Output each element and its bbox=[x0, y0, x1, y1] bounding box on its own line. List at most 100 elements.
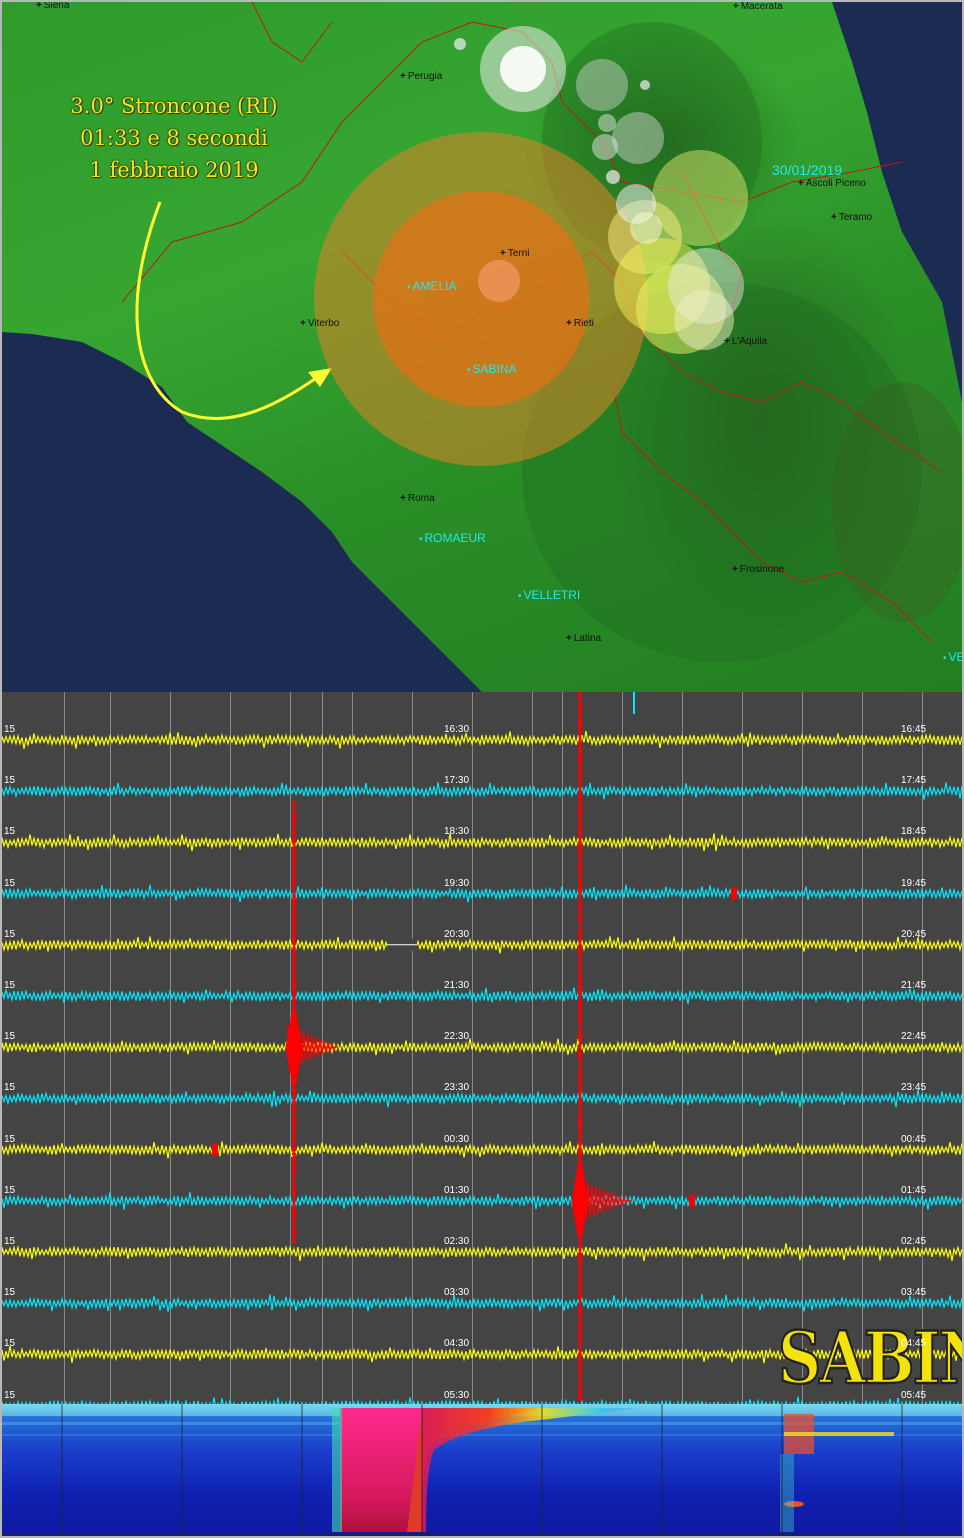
row-label-left: 15 bbox=[4, 928, 16, 940]
row-label-left: 15 bbox=[4, 826, 16, 838]
row-time-label: 00:30 bbox=[444, 1133, 470, 1145]
row-label-left: 15 bbox=[4, 775, 16, 787]
row-label-left: 15 bbox=[4, 1236, 16, 1247]
row-time-label: 04:30 bbox=[444, 1338, 470, 1350]
trace-line bbox=[2, 884, 962, 903]
event-circle[interactable] bbox=[576, 59, 628, 111]
event-circle[interactable] bbox=[592, 134, 618, 160]
town-label: Frosinone bbox=[732, 564, 784, 575]
town-label: Rieti bbox=[566, 318, 594, 329]
event-mark bbox=[731, 887, 737, 900]
row-time-label: 19:30 bbox=[444, 877, 470, 889]
station-velletri[interactable]: VELLETRI bbox=[518, 588, 581, 602]
trace-line bbox=[2, 1243, 962, 1262]
date-label: 30/01/2019 bbox=[772, 162, 843, 178]
town-label: Ascoli Piceno bbox=[798, 178, 866, 189]
row-time-label-right: 19:45 bbox=[901, 877, 927, 889]
trace-line bbox=[2, 1038, 962, 1056]
row-time-label-right: 21:45 bbox=[901, 980, 927, 991]
station-ve[interactable]: VE bbox=[943, 650, 962, 664]
event-coda bbox=[287, 1025, 339, 1069]
trace-line bbox=[2, 1396, 962, 1404]
row-time-label: 02:30 bbox=[444, 1236, 470, 1247]
trace-line bbox=[2, 987, 962, 1005]
row-time-label-right: 22:45 bbox=[901, 1031, 927, 1043]
row-label-left: 15 bbox=[4, 1031, 16, 1043]
row-label-left: 15 bbox=[4, 724, 16, 735]
row-label-left: 15 bbox=[4, 1184, 16, 1196]
event-annotation: 3.0° Stroncone (RI) 01:33 e 8 secondi 1 … bbox=[54, 90, 294, 186]
event-epicenter-circle[interactable] bbox=[478, 260, 520, 302]
event-circle[interactable] bbox=[612, 112, 664, 164]
event-circle[interactable] bbox=[598, 114, 616, 132]
event-circle[interactable] bbox=[640, 80, 650, 90]
town-label: Viterbo bbox=[300, 318, 340, 329]
row-label-left: 15 bbox=[4, 877, 16, 889]
town-label: Latina bbox=[566, 633, 601, 644]
town-label: Teramo bbox=[831, 212, 872, 223]
seismogram-traces bbox=[2, 692, 962, 1404]
event-circle[interactable] bbox=[500, 46, 546, 92]
row-label-left: 15 bbox=[4, 1082, 16, 1094]
grid-line bbox=[170, 692, 171, 1404]
row-time-label-right: 20:45 bbox=[901, 928, 927, 940]
row-time-label: 16:30 bbox=[444, 724, 470, 735]
row-time-label-right: 23:45 bbox=[901, 1082, 927, 1094]
row-label-left: 15 bbox=[4, 1287, 16, 1299]
grid-line bbox=[110, 692, 111, 1404]
row-time-label-right: 17:45 bbox=[901, 775, 927, 787]
annotation-magnitude-place: 3.0° Stroncone (RI) bbox=[70, 94, 278, 118]
annotation-time: 01:33 e 8 secondi bbox=[80, 126, 268, 150]
row-time-label: 05:30 bbox=[444, 1389, 470, 1401]
town-label: Perugia bbox=[400, 71, 442, 82]
annotation-date: 1 febbraio 2019 bbox=[89, 158, 259, 182]
row-time-label: 21:30 bbox=[444, 980, 470, 991]
event-trace bbox=[571, 692, 589, 1401]
row-time-label-right: 03:45 bbox=[901, 1287, 927, 1299]
row-label-left: 15 bbox=[4, 980, 16, 991]
spectrogram-image bbox=[2, 1404, 962, 1536]
row-time-label-right: 02:45 bbox=[901, 1236, 927, 1247]
station-sabina[interactable]: SABINA bbox=[467, 362, 517, 376]
row-label-left: 15 bbox=[4, 1338, 16, 1350]
trace-line bbox=[2, 833, 962, 852]
station-logo: SABINA bbox=[777, 1316, 962, 1402]
event-mark bbox=[689, 1194, 695, 1207]
event-circle[interactable] bbox=[630, 212, 662, 244]
station-romaeur[interactable]: ROMAEUR bbox=[419, 531, 486, 545]
town-label: Roma bbox=[400, 493, 435, 504]
row-time-label: 22:30 bbox=[444, 1031, 470, 1043]
row-time-label-right: 04:45 bbox=[901, 1338, 927, 1350]
row-time-label-right: 16:45 bbox=[901, 724, 927, 735]
trace-line bbox=[2, 782, 962, 800]
row-time-label: 01:30 bbox=[444, 1184, 470, 1196]
town-label: Macerata bbox=[733, 2, 783, 12]
grid-line bbox=[922, 692, 923, 1404]
trace-line bbox=[2, 1345, 962, 1364]
event-mark bbox=[212, 1143, 218, 1156]
row-time-label-right: 01:45 bbox=[901, 1184, 927, 1196]
town-label: Terni bbox=[500, 248, 530, 259]
trace-line bbox=[2, 936, 962, 954]
event-circle[interactable] bbox=[454, 38, 466, 50]
row-time-label: 18:30 bbox=[444, 826, 470, 838]
trace-line bbox=[2, 1192, 962, 1210]
grid-line bbox=[562, 692, 563, 1404]
town-label: L'Aquila bbox=[724, 336, 767, 347]
row-time-label-right: 18:45 bbox=[901, 826, 927, 838]
grid-line bbox=[622, 692, 623, 1404]
grid-line bbox=[230, 692, 231, 1404]
row-time-label: 23:30 bbox=[444, 1082, 470, 1094]
seismogram-panel[interactable]: SABINA 15 16:30 16:45 15 17:30 17:45 15 18:30 18… bbox=[2, 692, 962, 1404]
event-circle[interactable] bbox=[606, 170, 620, 184]
row-label-left: 15 bbox=[4, 1133, 16, 1145]
spectrogram-panel[interactable] bbox=[2, 1404, 962, 1536]
row-time-label-right: 05:45 bbox=[901, 1389, 927, 1401]
row-time-label: 17:30 bbox=[444, 775, 470, 787]
row-label-left: 15 bbox=[4, 1389, 16, 1401]
trace-line bbox=[2, 1294, 962, 1312]
station-amelia[interactable]: AMELIA bbox=[407, 279, 457, 293]
seismic-map[interactable]: Siena Perugia Macerata Ascoli Piceno Ter… bbox=[2, 2, 962, 692]
row-time-label-right: 00:45 bbox=[901, 1133, 927, 1145]
